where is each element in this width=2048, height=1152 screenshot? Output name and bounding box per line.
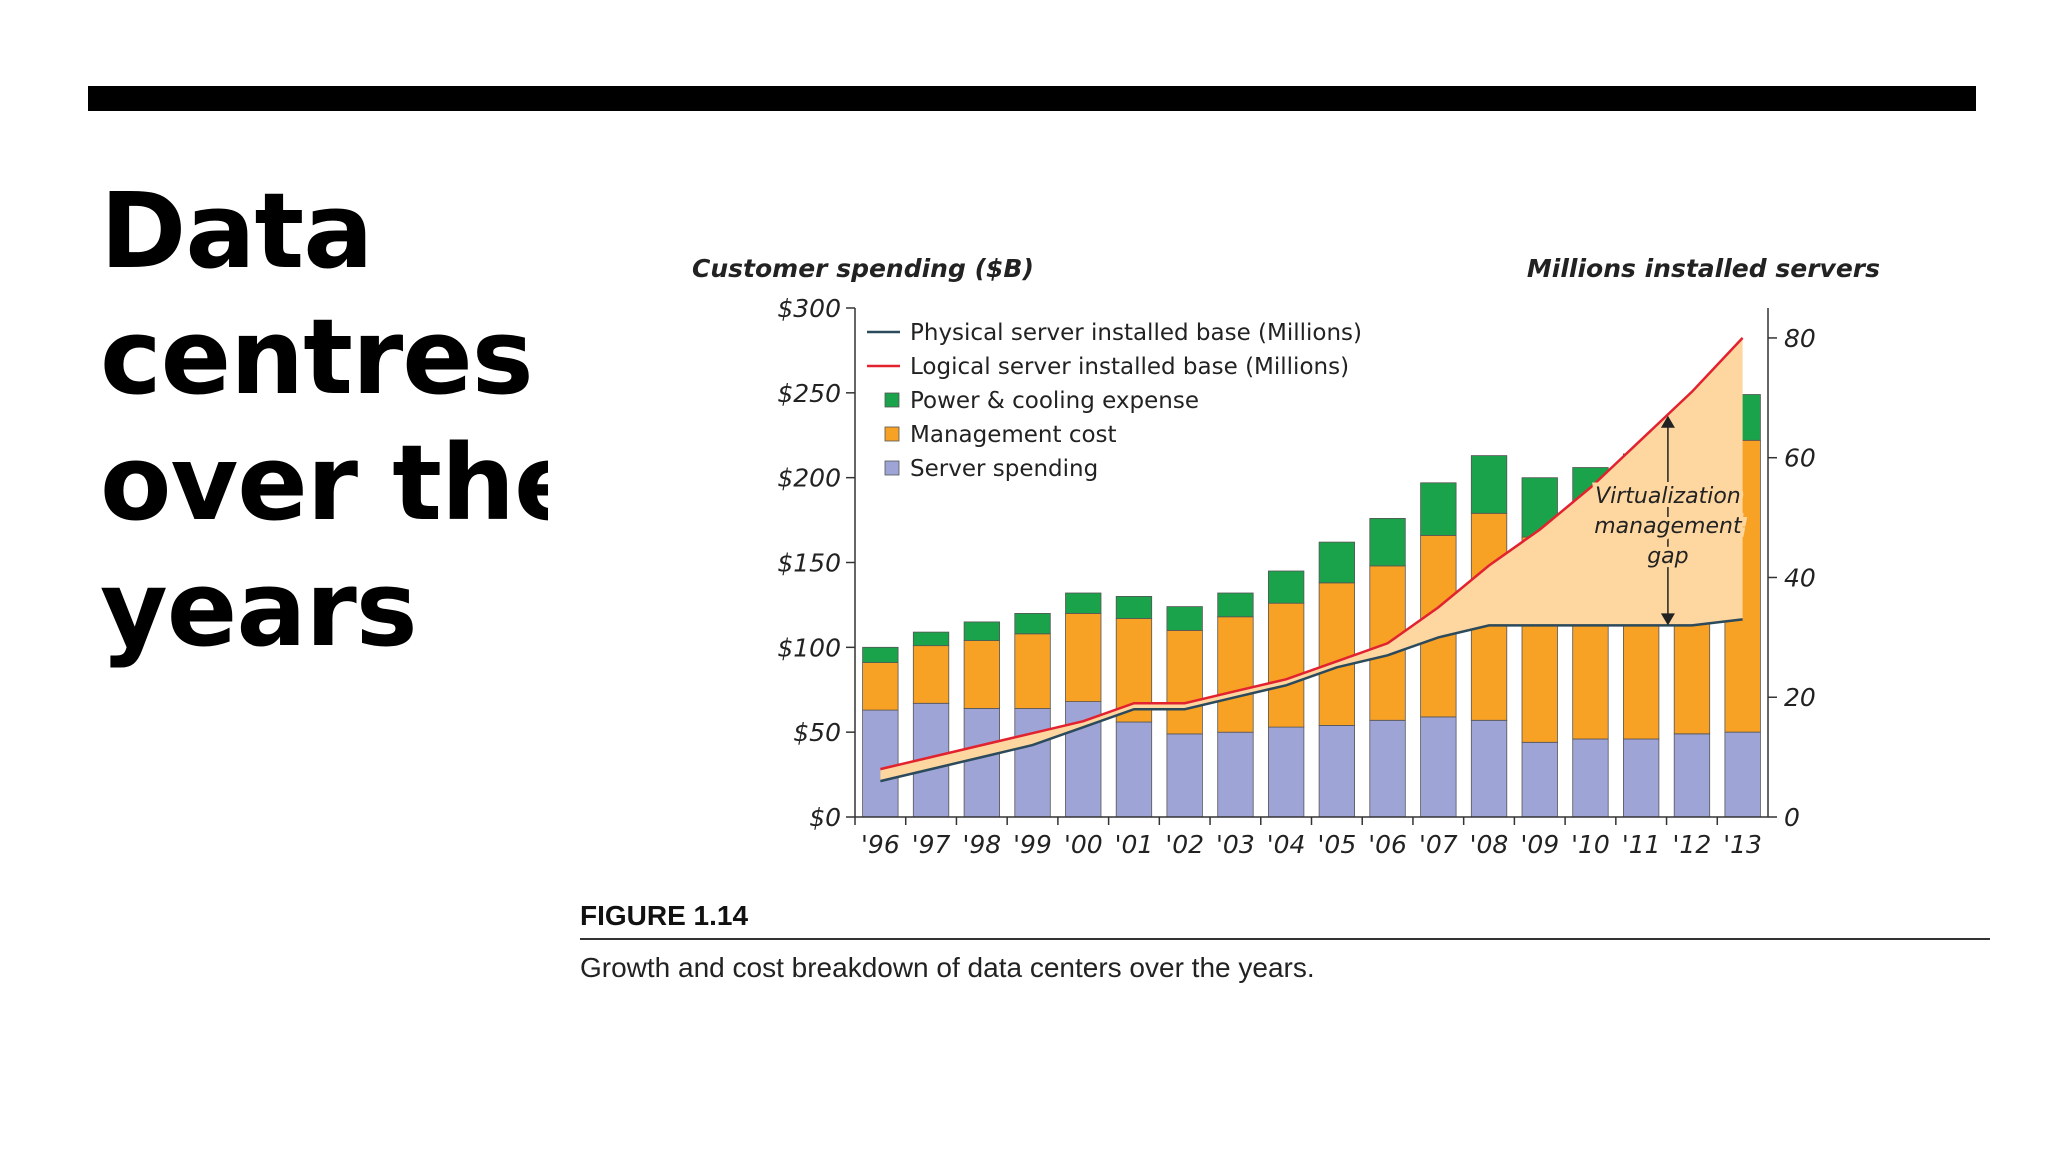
bar-server-spending [1470,719,1508,818]
x-tick-label: '11 [1622,830,1661,859]
bar-power-cooling [1268,570,1305,604]
y-left-tick-label: $300 [777,294,841,323]
bar-server-spending [1166,733,1203,818]
bar-server-spending [862,709,899,818]
y-right-tick-label: 40 [1784,563,1816,592]
x-tick-label: '01 [1115,830,1154,859]
annotation-text-halo: gap [1647,544,1688,569]
figure-caption: Growth and cost breakdown of data center… [580,952,1315,983]
bar-server-spending [1623,738,1660,818]
y-right-tick-label: 60 [1784,444,1816,473]
bar-power-cooling [862,646,899,663]
bar-server-spending [1521,741,1558,818]
legend-box-swatch [884,426,900,442]
x-tick-label: '99 [1013,830,1052,859]
bar-power-cooling [1065,592,1102,614]
bar-power-cooling [912,631,950,647]
legend-box-swatch [884,392,900,408]
x-tick-label: '96 [861,830,900,859]
bar-server-spending [1318,725,1355,818]
y-left-tick-label: $250 [777,379,841,408]
x-tick-label: '98 [962,830,1001,859]
virtualization-gap-area [880,337,1743,782]
slide-title-container: Data centres over the years [100,168,548,688]
bar-management-cost [1318,582,1355,726]
bar-power-cooling [1420,482,1457,536]
bar-power-cooling [1166,606,1203,631]
bar-management-cost [1268,602,1305,728]
bar-management-cost [1065,613,1102,703]
annotation-text: management [1594,514,1743,539]
x-tick-label: '13 [1723,830,1762,859]
y-left-tick-label: $200 [777,464,841,493]
gap-arrow-head-down [1660,613,1675,626]
bar-power-cooling [1369,518,1406,567]
x-tick-label: '97 [912,830,951,859]
bar-power-cooling [1217,592,1254,618]
bar-power-cooling [1318,541,1355,584]
legend-entry-label: Physical server installed base (Millions… [910,320,1362,346]
bar-server-spending [1369,719,1406,818]
x-tick-label: '02 [1165,830,1204,859]
y-left-tick-label: $150 [777,549,841,578]
x-tick-label: '09 [1520,830,1559,859]
legend-entry-label: Power & cooling expense [910,388,1199,414]
bar-server-spending [1115,721,1153,818]
bar-server-spending [1268,726,1305,818]
y-left-tick-label: $0 [809,803,841,832]
line-logical-servers [880,337,1744,771]
x-tick-label: '10 [1571,830,1610,859]
y-right-tick-label: 80 [1784,324,1816,353]
slide-header-bar [88,86,1976,111]
bar-management-cost [1217,616,1254,733]
bar-power-cooling [1470,455,1508,514]
x-tick-label: '04 [1267,830,1306,859]
x-tick-label: '06 [1368,830,1407,859]
bar-server-spending [1014,708,1051,818]
y-axis-left-title: Customer spending ($B) [692,254,1034,283]
figure-label: FIGURE 1.14 [580,900,748,931]
slide-title: Data centres over the years [100,170,548,670]
bar-management-cost [912,645,950,704]
bar-server-spending [1724,731,1761,818]
bar-management-cost [1166,630,1203,735]
bar-server-spending [1217,731,1254,818]
bar-power-cooling [963,621,1000,642]
y-right-tick-label: 20 [1784,683,1816,712]
y-axis-right-title: Millions installed servers [1527,254,1880,283]
annotation-text: gap [1647,544,1688,569]
gap-arrow-head-up [1660,415,1675,428]
bar-management-cost [1014,633,1051,709]
legend-entry-label: Logical server installed base (Millions) [910,354,1349,380]
bar-server-spending [963,708,1000,818]
legend-entry-label: Server spending [910,456,1098,482]
x-tick-label: '03 [1216,830,1255,859]
bar-server-spending [1420,716,1457,818]
x-tick-label: '12 [1673,830,1712,859]
y-left-tick-label: $50 [793,718,841,747]
y-right-tick-label: 0 [1784,803,1800,832]
line-physical-servers [880,618,1743,783]
bar-management-cost [862,662,899,711]
bar-server-spending [1673,733,1711,818]
legend-box-swatch [884,460,900,476]
x-tick-label: '07 [1419,830,1458,859]
bar-power-cooling [1014,613,1051,635]
legend-entry-label: Management cost [910,422,1117,448]
bar-management-cost [963,640,1000,709]
annotation-text: Virtualization [1595,484,1741,509]
bar-server-spending [1572,738,1609,818]
annotation-text-halo: management [1594,514,1743,539]
annotation-text-halo: Virtualization [1595,484,1741,509]
y-left-tick-label: $100 [777,633,841,662]
bar-power-cooling [1115,596,1153,619]
x-tick-label: '08 [1470,830,1509,859]
x-tick-label: '00 [1064,830,1103,859]
x-tick-label: '05 [1318,830,1357,859]
